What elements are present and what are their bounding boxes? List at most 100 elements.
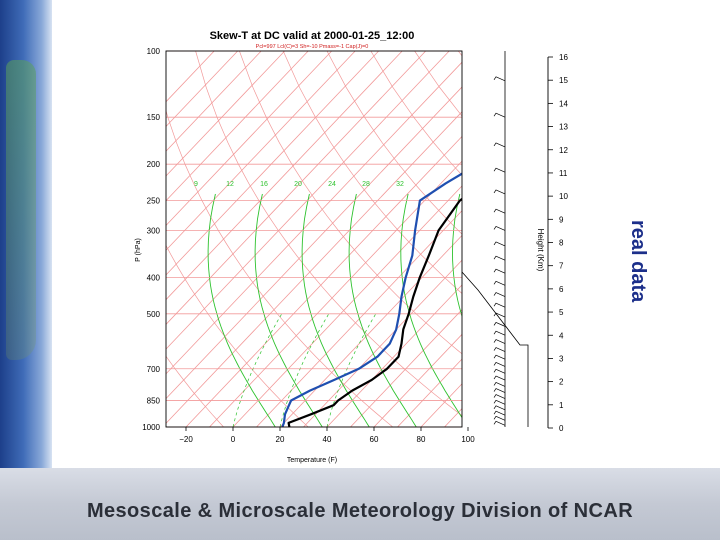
chart-title: Skew-T at DC valid at 2000-01-25_12:00 (210, 30, 415, 42)
dry-adiabat-line (283, 51, 646, 427)
height-tick-label: 12 (559, 146, 568, 155)
wind-barb (494, 242, 505, 246)
height-tick-label: 3 (559, 354, 564, 363)
wind-barb (494, 209, 505, 213)
wind-barb (494, 293, 505, 297)
x-tick-label: −20 (179, 435, 193, 444)
height-tick-label: 0 (559, 424, 564, 433)
x-tick-label: 0 (231, 435, 236, 444)
wind-barb (494, 190, 505, 194)
wind-barb (494, 416, 505, 420)
wind-barb (494, 303, 505, 307)
height-tick-label: 14 (559, 99, 568, 108)
sounding-series (282, 51, 720, 427)
wind-barb (494, 77, 505, 81)
dry-adiabat-line (458, 51, 720, 427)
height-tick-label: 16 (559, 53, 568, 62)
mixing-ratio-line (255, 194, 322, 427)
mixing-ratio-label: 28 (362, 181, 370, 188)
y-tick-label: 700 (147, 365, 161, 374)
mixing-ratio-label: 20 (294, 181, 302, 188)
isotherm-line (186, 51, 543, 427)
dry-adiabat-line (502, 51, 720, 427)
y-tick-label: 400 (147, 273, 161, 282)
plot-frame (166, 51, 462, 427)
footer-band: Mesoscale & Microscale Meteorology Divis… (0, 468, 720, 540)
x-tick-label: 60 (370, 435, 379, 444)
isotherm-line (22, 51, 379, 427)
mixing-ratio-label: 9 (194, 181, 198, 188)
y-tick-label: 500 (147, 310, 161, 319)
isotherm-layer (0, 51, 720, 427)
wind-barb (494, 400, 505, 404)
wind-barb (494, 362, 505, 366)
y-tick-label: 850 (147, 396, 161, 405)
wind-barb (494, 281, 505, 285)
y-tick-label: 200 (147, 160, 161, 169)
y-tick-label: 100 (147, 47, 161, 56)
mixing-ratio-layer (208, 194, 571, 427)
wind-barb (494, 411, 505, 415)
wind-barb (494, 256, 505, 260)
dewpoint-profile-line (282, 51, 639, 427)
isotherm-line (210, 51, 567, 427)
wind-barb (494, 113, 505, 117)
wind-barb (494, 168, 505, 172)
wind-barb (494, 226, 505, 230)
isotherm-line (445, 51, 720, 427)
y-tick-label: 1000 (142, 423, 160, 432)
isotherm-line (421, 51, 720, 427)
height-tick-label: 4 (559, 331, 564, 340)
height-tick-label: 7 (559, 262, 564, 271)
isotherm-line (0, 51, 261, 427)
height-tick-label: 9 (559, 215, 564, 224)
height-tick-label: 6 (559, 285, 564, 294)
dry-adiabat-line (20, 51, 140, 427)
isotherm-line (492, 51, 720, 427)
height-tick-label: 1 (559, 401, 564, 410)
mixing-ratio-line (302, 194, 369, 427)
mixing-ratio-label: 12 (226, 181, 234, 188)
isotherm-line (351, 51, 708, 427)
real-data-label: real data (619, 220, 649, 300)
wind-barb (494, 406, 505, 410)
wind-barb (494, 369, 505, 373)
isotherm-line (0, 51, 214, 427)
wind-barb (494, 313, 505, 317)
footer-title: Mesoscale & Microscale Meteorology Divis… (0, 468, 720, 540)
height-tick-label: 11 (559, 169, 568, 178)
height-tick-label: 10 (559, 192, 568, 201)
isotherm-line (0, 51, 285, 427)
mixing-ratio-label: 32 (396, 181, 404, 188)
y-tick-label: 250 (147, 197, 161, 206)
wind-barb (494, 395, 505, 399)
x-tick-label: 40 (323, 435, 332, 444)
wind-barb (494, 143, 505, 147)
y-tick-label: 300 (147, 226, 161, 235)
wind-barb (494, 421, 505, 425)
height-tick-label: 15 (559, 76, 568, 85)
mixing-ratio-line (453, 194, 520, 427)
height-tick-label: 13 (559, 123, 568, 132)
y-tick-label: 150 (147, 113, 161, 122)
x-tick-label: 20 (276, 435, 285, 444)
wind-barb (494, 331, 505, 335)
mixing-ratio-line (208, 194, 275, 427)
x-axis-label: Temperature (F) (287, 457, 337, 464)
wind-barb (494, 389, 505, 393)
wind-barb (494, 376, 505, 380)
height-tick-label: 8 (559, 239, 564, 248)
isotherm-line (0, 51, 238, 427)
isotherm-line (468, 51, 720, 427)
wind-barb (494, 382, 505, 386)
y-axis-label: P (hPa) (135, 238, 142, 262)
isotherm-line (69, 51, 426, 427)
wind-barb (494, 355, 505, 359)
isotherm-line (92, 51, 449, 427)
pressure-gridlines (166, 51, 462, 427)
wind-barb (494, 340, 505, 344)
